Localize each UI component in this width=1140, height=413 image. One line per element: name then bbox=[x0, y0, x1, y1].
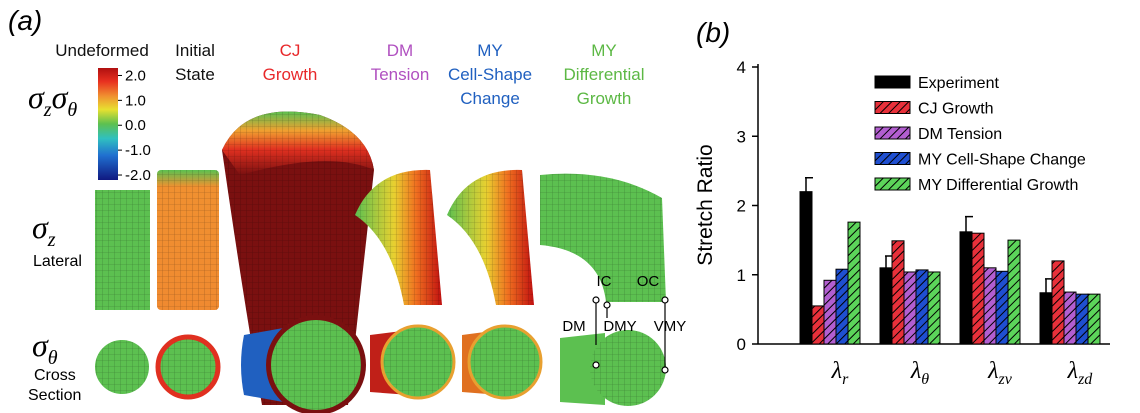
panel-label: (a) bbox=[8, 5, 42, 36]
column-title: Growth bbox=[577, 89, 632, 108]
y-tick-label: 3 bbox=[737, 127, 746, 146]
legend-label: MY Cell-Shape Change bbox=[918, 152, 1086, 169]
error-bar bbox=[965, 217, 973, 232]
legend-label: Experiment bbox=[918, 75, 999, 92]
mesh bbox=[590, 330, 666, 406]
panel-label: (b) bbox=[696, 17, 730, 48]
legend-label: DM Tension bbox=[918, 126, 1002, 143]
column-title: MY bbox=[591, 41, 617, 60]
x-tick-label: λzv bbox=[987, 358, 1013, 388]
colorbar-ticks: 2.0 1.0 0.0 -1.0 -2.0 bbox=[118, 67, 151, 184]
colorbar-tick-label: -2.0 bbox=[125, 167, 151, 184]
bar bbox=[1076, 294, 1088, 344]
mesh bbox=[95, 340, 149, 394]
bar bbox=[996, 271, 1008, 344]
column-title: State bbox=[175, 65, 215, 84]
error-bar bbox=[805, 178, 813, 192]
colorbar-tick-label: 2.0 bbox=[125, 67, 146, 84]
x-tick-label: λzd bbox=[1067, 358, 1094, 388]
annotation: VMY bbox=[654, 318, 687, 335]
colorbar-tick-label: 0.0 bbox=[125, 117, 146, 134]
legend-label: MY Differential Growth bbox=[918, 177, 1078, 194]
bar bbox=[916, 270, 928, 344]
y-tick-label: 1 bbox=[737, 266, 746, 285]
mesh bbox=[157, 170, 219, 310]
row-sublabel: Section bbox=[28, 387, 81, 404]
bar bbox=[824, 280, 836, 344]
legend-label: CJ Growth bbox=[918, 101, 994, 118]
mesh bbox=[447, 170, 534, 305]
bar bbox=[1040, 293, 1052, 344]
bar bbox=[836, 269, 848, 344]
bar bbox=[880, 268, 892, 344]
annotation: OC bbox=[637, 273, 660, 290]
y-tick-label: 2 bbox=[737, 197, 746, 216]
bar bbox=[928, 272, 940, 344]
column-title: Undeformed bbox=[55, 41, 149, 60]
y-axis-title: Stretch Ratio bbox=[694, 144, 717, 265]
bar bbox=[984, 268, 996, 344]
bar bbox=[972, 233, 984, 344]
row-label: σz bbox=[32, 209, 56, 251]
column-title: Growth bbox=[263, 65, 318, 84]
mesh bbox=[95, 190, 150, 310]
legend-swatch bbox=[875, 76, 910, 88]
figure: (a) Undeformed Initial State CJ Growth D… bbox=[0, 0, 1140, 413]
column-title: Cell-Shape bbox=[448, 65, 532, 84]
column-title: DM bbox=[387, 41, 413, 60]
bar bbox=[800, 192, 812, 344]
bar bbox=[1064, 292, 1076, 344]
mesh bbox=[471, 328, 539, 396]
row-sublabel: Cross bbox=[34, 367, 76, 384]
bar bbox=[904, 272, 916, 344]
mesh bbox=[160, 339, 216, 395]
x-tick-label: λr bbox=[831, 358, 849, 388]
panel-a: (a) Undeformed Initial State CJ Growth D… bbox=[8, 5, 686, 413]
row-sublabel: Lateral bbox=[33, 253, 82, 270]
annotation: IC bbox=[597, 273, 612, 290]
column-title: MY bbox=[477, 41, 503, 60]
legend-swatch bbox=[875, 178, 910, 190]
column-title: Tension bbox=[371, 65, 430, 84]
bar bbox=[1052, 261, 1064, 344]
legend-swatch bbox=[875, 102, 910, 114]
y-tick-label: 4 bbox=[737, 58, 746, 77]
column-title: Differential bbox=[564, 65, 645, 84]
annotation: DM bbox=[562, 318, 585, 335]
colorbar-tick-label: -1.0 bbox=[125, 142, 151, 159]
column-title: CJ bbox=[280, 41, 301, 60]
mesh bbox=[271, 320, 361, 410]
bar bbox=[812, 306, 824, 344]
panel-b: (b) Stretch Ratio 0 1 2 3 4 λr λθ λzv λzd Experim… bbox=[694, 17, 1110, 388]
column-title: Change bbox=[460, 89, 520, 108]
y-tick-label: 0 bbox=[737, 335, 746, 354]
legend-swatch bbox=[875, 153, 910, 165]
bar bbox=[892, 241, 904, 344]
x-tick-label: λθ bbox=[910, 358, 929, 388]
bar bbox=[1008, 240, 1020, 344]
bar bbox=[960, 232, 972, 344]
bar bbox=[1088, 294, 1100, 344]
mesh bbox=[384, 328, 452, 396]
bar bbox=[848, 222, 860, 344]
row-label: σzσθ bbox=[28, 79, 77, 121]
legend-swatch bbox=[875, 127, 910, 139]
annotation: DMY bbox=[603, 318, 636, 335]
colorbar bbox=[98, 68, 118, 180]
row-label: σθ bbox=[32, 327, 58, 369]
colorbar-tick-label: 1.0 bbox=[125, 92, 146, 109]
column-title: Initial bbox=[175, 41, 215, 60]
